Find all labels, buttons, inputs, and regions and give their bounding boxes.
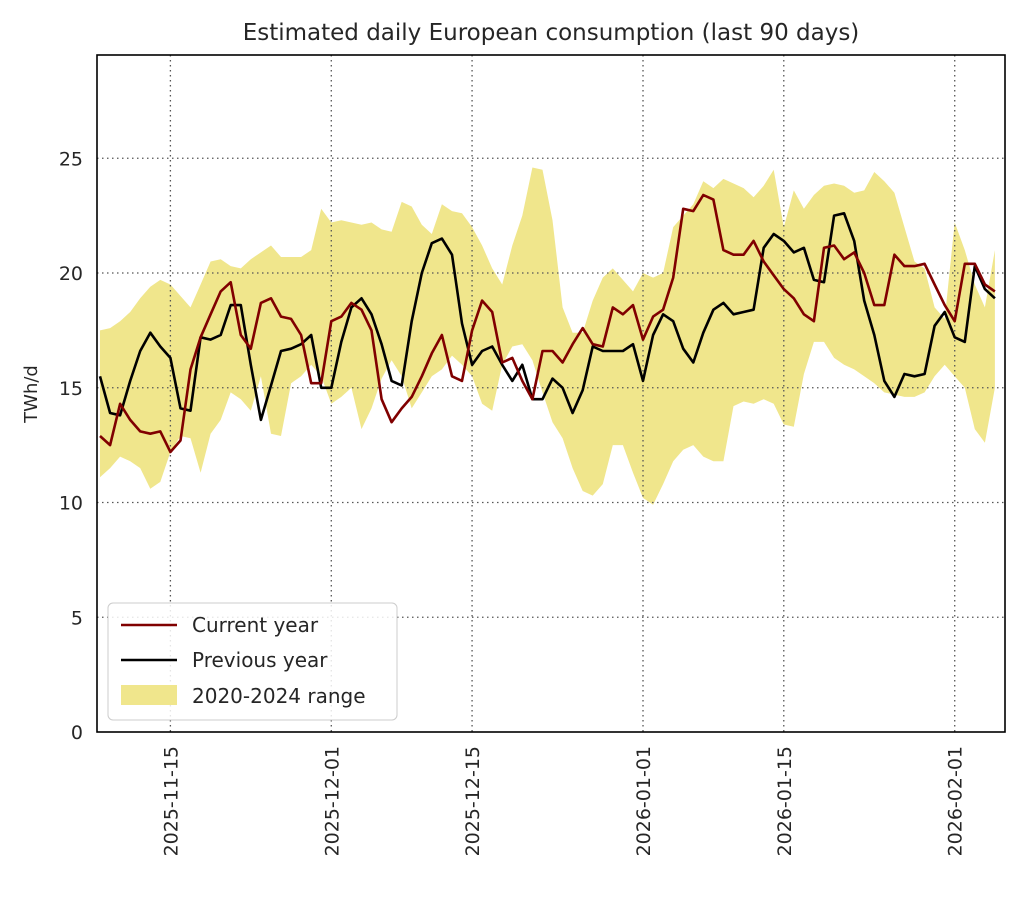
x-tick-label: 2026-01-15 — [774, 746, 796, 856]
y-tick-label: 15 — [59, 378, 83, 400]
series-layer — [98, 193, 996, 454]
y-ticks: 0 5 10 15 20 25 — [59, 148, 83, 744]
y-tick-label: 25 — [59, 148, 83, 170]
x-tick-label: 2025-12-15 — [462, 746, 484, 856]
legend-box — [107, 602, 398, 721]
y-tick-label: 0 — [71, 722, 83, 744]
x-tick-label: 2026-01-01 — [633, 746, 655, 856]
legend: Current year Previous year 2020-2024 ran… — [107, 602, 398, 721]
y-tick-label: 10 — [59, 493, 83, 515]
y-tick-label: 5 — [71, 607, 83, 629]
x-tick-label: 2026-02-01 — [945, 746, 967, 856]
chart-title: Estimated daily European consumption (la… — [243, 20, 860, 46]
legend-label-range: 2020-2024 range — [192, 684, 366, 708]
legend-label-current-year: Current year — [192, 613, 319, 637]
legend-label-previous-year: Previous year — [192, 648, 328, 672]
x-tick-label: 2025-12-01 — [321, 746, 343, 856]
plot-frame — [96, 54, 1006, 733]
y-axis-label: TWh/d — [21, 365, 42, 424]
x-tick-label: 2025-11-15 — [160, 746, 182, 856]
series-line-current-year — [99, 193, 996, 454]
y-tick-label: 20 — [59, 263, 83, 285]
legend-swatch-range — [121, 685, 177, 705]
x-ticks: 2025-11-15 2025-12-01 2025-12-15 2026-01-01… — [160, 746, 966, 856]
series-line-previous-year — [98, 212, 996, 422]
range-layer — [100, 167, 995, 505]
range-band — [100, 167, 995, 505]
